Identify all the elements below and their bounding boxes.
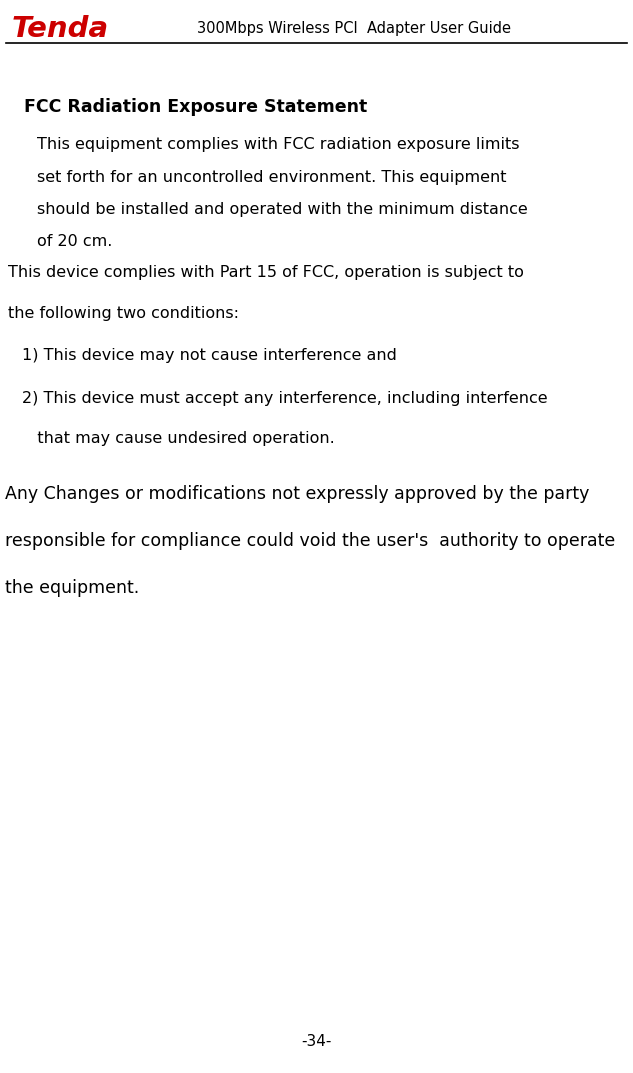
Text: 300Mbps Wireless PCI  Adapter User Guide: 300Mbps Wireless PCI Adapter User Guide [197,21,511,36]
Text: This equipment complies with FCC radiation exposure limits: This equipment complies with FCC radiati… [37,137,519,152]
Text: 1) This device may not cause interference and: 1) This device may not cause interferenc… [22,348,397,363]
Text: Any Changes or modifications not expressly approved by the party: Any Changes or modifications not express… [5,485,589,503]
Text: that may cause undesired operation.: that may cause undesired operation. [22,431,335,446]
Text: 2) This device must accept any interference, including interfence: 2) This device must accept any interfere… [22,391,548,406]
Text: Tenda: Tenda [11,15,108,43]
Text: should be installed and operated with the minimum distance: should be installed and operated with th… [37,202,527,217]
Text: the following two conditions:: the following two conditions: [8,306,239,321]
Text: the equipment.: the equipment. [5,579,139,598]
Text: This device complies with Part 15 of FCC, operation is subject to: This device complies with Part 15 of FCC… [8,265,523,280]
Text: responsible for compliance could void the user's  authority to operate: responsible for compliance could void th… [5,532,615,550]
Text: of 20 cm.: of 20 cm. [37,234,112,249]
Text: FCC Radiation Exposure Statement: FCC Radiation Exposure Statement [24,98,367,116]
Text: set forth for an uncontrolled environment. This equipment: set forth for an uncontrolled environmen… [37,170,506,185]
Text: -34-: -34- [301,1034,332,1049]
